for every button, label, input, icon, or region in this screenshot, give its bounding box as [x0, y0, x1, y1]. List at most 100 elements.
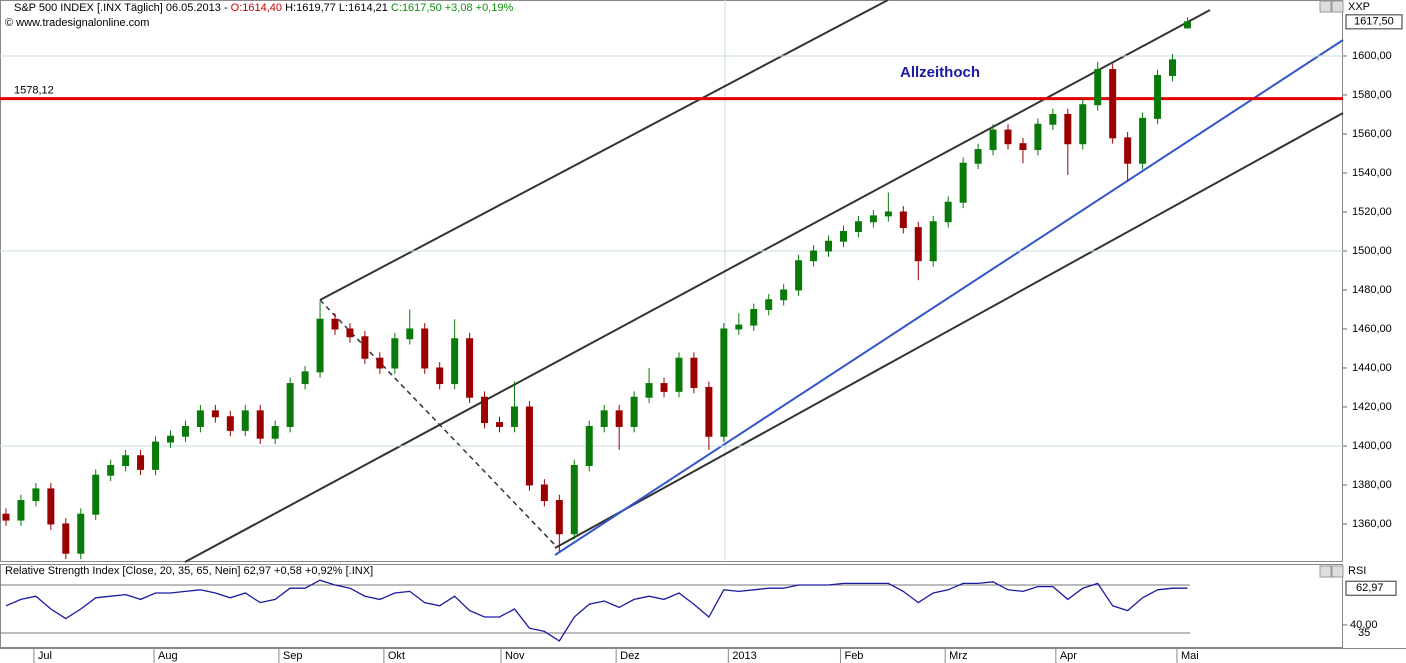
candle-body: [226, 416, 234, 431]
candle-body: [62, 523, 70, 554]
candle-body: [825, 240, 833, 252]
candle-body: [271, 425, 279, 439]
level-label: 1578,12: [14, 85, 54, 97]
candle-body: [914, 227, 922, 262]
candle-body: [600, 410, 608, 427]
x-tick-label: Aug: [158, 650, 178, 662]
candle-body: [331, 318, 339, 330]
last-value-label: 62,97: [1356, 582, 1384, 594]
x-tick-label: Feb: [844, 650, 863, 662]
y-tick-label: 1480,00: [1352, 284, 1392, 296]
candle-body: [137, 455, 145, 470]
last-price-label: 1617,50: [1354, 16, 1394, 28]
candle-body: [406, 328, 414, 340]
candle-body: [1064, 113, 1072, 145]
header-title: S&P 500 INDEX [.INX Täglich] 06.05.2013 …: [14, 2, 513, 14]
candle-body: [540, 484, 548, 502]
price-panel: [0, 0, 1343, 562]
candle-body: [92, 474, 100, 515]
candle-body: [316, 318, 324, 373]
candle-body: [451, 338, 459, 385]
candle-body: [705, 386, 713, 437]
candle-body: [256, 410, 264, 439]
x-tick-label: Apr: [1060, 650, 1077, 662]
y-tick-label: 1600,00: [1352, 50, 1392, 62]
candle-body: [959, 162, 967, 203]
channel-middle: [184, 9, 1211, 563]
watermark: © www.tradesignalonline.com: [5, 17, 149, 29]
candle-body: [884, 211, 892, 217]
candle-body: [765, 299, 773, 310]
candle-body: [899, 211, 907, 229]
candle-body: [421, 328, 429, 369]
candle-body: [1139, 117, 1147, 164]
candle-body: [346, 328, 354, 338]
y-tick-label: 1360,00: [1352, 518, 1392, 530]
candle-body: [2, 513, 10, 521]
candle-body: [361, 336, 369, 359]
window-button[interactable]: [1319, 0, 1332, 13]
rsi-line: [5, 579, 1188, 642]
y-tick-label: 1560,00: [1352, 128, 1392, 140]
candle-body: [496, 422, 504, 427]
y-tick-label: 1420,00: [1352, 401, 1392, 413]
symbol-label: XXP: [1348, 1, 1370, 13]
candle-body: [570, 464, 578, 535]
x-tick-label: Okt: [388, 650, 405, 662]
window-button[interactable]: [1331, 565, 1344, 578]
y-tick-label: 1460,00: [1352, 323, 1392, 335]
candle-body: [1079, 104, 1087, 145]
candle-body: [944, 201, 952, 223]
candle-body: [750, 308, 758, 326]
y-tick-label: 1500,00: [1352, 245, 1392, 257]
x-tick-label: Sep: [283, 650, 303, 662]
candle-body: [466, 338, 474, 398]
window-button[interactable]: [1331, 0, 1344, 13]
candle-body: [735, 324, 743, 330]
x-tick-label: Mai: [1181, 650, 1199, 662]
candle-body: [810, 250, 818, 262]
candle-body: [854, 221, 862, 232]
candle-body: [1109, 69, 1117, 139]
window-button[interactable]: [1319, 565, 1332, 578]
y-tick-label: 1580,00: [1352, 89, 1392, 101]
x-tick-label: Mrz: [949, 650, 967, 662]
candle-body: [555, 500, 563, 535]
rsi-title: Relative Strength Index [Close, 20, 35, …: [5, 565, 373, 577]
y-tick-label: 40,00: [1350, 619, 1378, 631]
candle-body: [32, 488, 40, 502]
channel-upper: [319, 0, 889, 301]
header-close: C:1617,50 +3,08 +0,19%: [391, 2, 514, 14]
candle-body: [211, 410, 219, 418]
candle-body: [481, 396, 489, 424]
candle-body: [301, 371, 309, 385]
candle-body: [1183, 21, 1191, 29]
candle-body: [525, 406, 533, 486]
candle-body: [1034, 123, 1042, 151]
candle-body: [929, 221, 937, 262]
candle-body: [510, 406, 518, 427]
annotation: Allzeithoch: [900, 64, 980, 81]
candle-body: [77, 513, 85, 554]
channel-lower: [554, 112, 1344, 549]
y-tick-label: 1540,00: [1352, 167, 1392, 179]
y-tick-label: 1380,00: [1352, 479, 1392, 491]
candle-body: [122, 455, 130, 466]
candle-body: [795, 260, 803, 291]
candle-body: [839, 230, 847, 242]
trend-line: [554, 39, 1344, 556]
header-high-low: H:1619,77 L:1614,21: [285, 2, 388, 14]
candle-body: [1124, 137, 1132, 164]
y-tick-label: 1400,00: [1352, 440, 1392, 452]
candle-body: [630, 396, 638, 427]
candle-body: [166, 435, 174, 443]
candle-body: [391, 338, 399, 369]
candle-body: [1154, 74, 1162, 119]
rsi-symbol-label: RSI: [1348, 565, 1366, 577]
candle-body: [720, 328, 728, 437]
candle-body: [869, 215, 877, 223]
x-tick-label: Nov: [505, 650, 525, 662]
y-tick-label: 1520,00: [1352, 206, 1392, 218]
candle-body: [585, 425, 593, 466]
